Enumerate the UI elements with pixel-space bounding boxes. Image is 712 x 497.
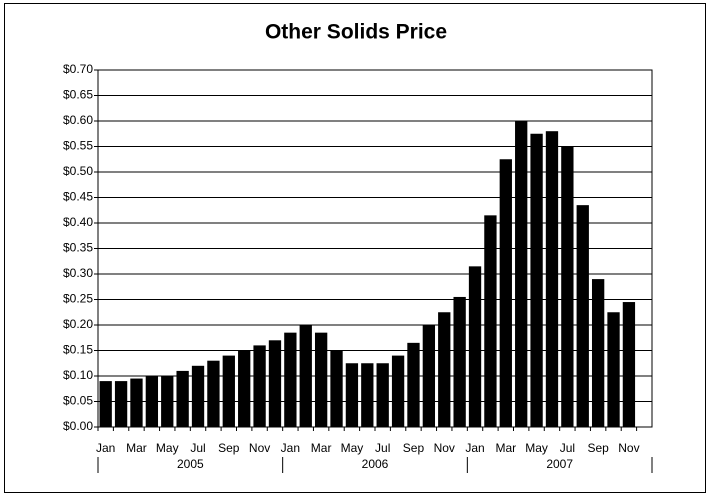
y-tick-label: $0.70 <box>63 62 93 76</box>
y-tick-label: $0.40 <box>63 215 93 229</box>
y-tick-label: $0.45 <box>63 190 93 204</box>
bar <box>422 325 436 427</box>
bar <box>145 376 159 427</box>
bar <box>453 296 466 427</box>
bar <box>622 302 636 427</box>
x-tick-label: Jan <box>96 441 115 455</box>
y-tick-label: $0.25 <box>63 292 93 306</box>
bar <box>299 325 312 427</box>
year-label: 2006 <box>362 457 389 471</box>
year-label: 2005 <box>177 457 204 471</box>
bar <box>191 365 205 427</box>
y-tick-label: $0.65 <box>63 88 93 102</box>
bar <box>407 342 420 427</box>
year-label: 2007 <box>546 457 573 471</box>
y-tick-label: $0.30 <box>63 266 93 280</box>
x-tick-label: Sep <box>587 441 609 455</box>
bar <box>376 363 389 427</box>
bar <box>391 355 405 427</box>
y-tick-label: $0.00 <box>63 419 93 433</box>
bar <box>161 376 174 427</box>
x-tick-label: Mar <box>126 441 147 455</box>
x-tick-label: Jul <box>190 441 205 455</box>
y-tick-label: $0.35 <box>63 241 93 255</box>
x-tick-label: Jan <box>465 441 484 455</box>
x-tick-label: Sep <box>218 441 240 455</box>
bar <box>591 279 605 427</box>
bar <box>222 355 235 427</box>
bar <box>545 131 559 427</box>
bar <box>484 215 497 427</box>
x-tick-label: Nov <box>618 441 639 455</box>
x-tick-label: May <box>156 441 179 455</box>
x-tick-label: Mar <box>495 441 516 455</box>
bar <box>114 381 128 427</box>
y-tick-label: $0.50 <box>63 164 93 178</box>
bar <box>314 332 328 427</box>
y-tick-label: $0.20 <box>63 317 93 331</box>
x-tick-label: Mar <box>311 441 332 455</box>
x-tick-label: Jul <box>560 441 575 455</box>
bar <box>207 360 220 427</box>
bar <box>268 340 282 427</box>
bar <box>284 332 297 427</box>
bar <box>530 133 543 427</box>
x-tick-label: Nov <box>249 441 270 455</box>
bar <box>468 266 482 427</box>
x-tick-label: Sep <box>403 441 425 455</box>
y-tick-label: $0.05 <box>63 394 93 408</box>
x-tick-label: Jan <box>281 441 300 455</box>
x-tick-label: Jul <box>375 441 390 455</box>
bar <box>99 381 112 427</box>
bar <box>515 121 528 427</box>
bar <box>561 146 574 427</box>
y-tick-label: $0.15 <box>63 343 93 357</box>
y-tick-label: $0.60 <box>63 113 93 127</box>
bar <box>499 159 512 427</box>
bar <box>361 363 374 427</box>
bar <box>607 312 620 427</box>
bar <box>438 312 451 427</box>
x-tick-label: May <box>341 441 364 455</box>
bar <box>130 378 143 427</box>
y-tick-label: $0.55 <box>63 139 93 153</box>
y-tick-label: $0.10 <box>63 368 93 382</box>
bar <box>345 363 359 427</box>
chart-title: Other Solids Price <box>265 21 447 44</box>
bar <box>176 370 189 427</box>
bar <box>238 350 251 427</box>
bar <box>576 205 589 427</box>
x-tick-label: May <box>525 441 548 455</box>
bar <box>330 350 343 427</box>
bar <box>253 345 266 427</box>
x-tick-label: Nov <box>434 441 455 455</box>
